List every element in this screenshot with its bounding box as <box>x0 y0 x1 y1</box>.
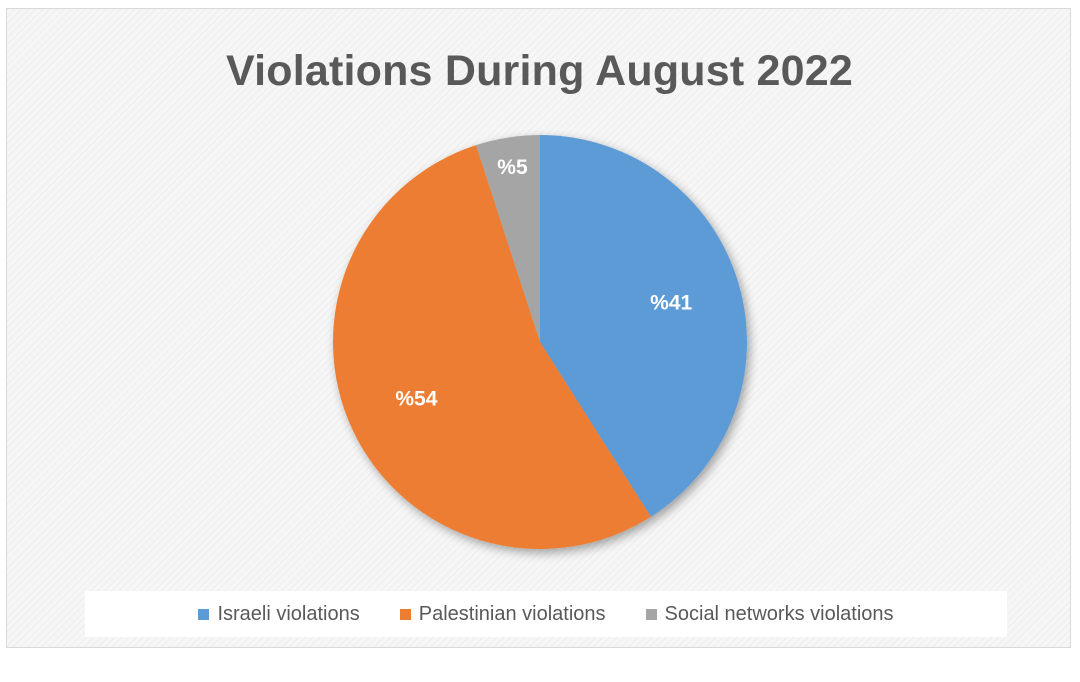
legend-swatch <box>399 608 411 620</box>
legend-label: Social networks violations <box>664 602 894 625</box>
legend-swatch <box>198 608 210 620</box>
chart-legend: Israeli violations Palestinian violation… <box>85 591 1007 637</box>
slice-israeli <box>540 135 747 517</box>
legend-item-social-networks: Social networks violations <box>645 602 894 626</box>
data-label-social-networks: %5 <box>497 156 528 179</box>
chart-area: Violations During August 2022 %41 %54 %5 I… <box>6 8 1071 648</box>
legend-swatch <box>645 608 657 620</box>
legend-item-israeli: Israeli violations <box>198 602 360 626</box>
chart-title: Violations During August 2022 <box>225 47 853 95</box>
data-label-palestinian: %54 <box>395 388 437 411</box>
data-label-israeli: %41 <box>650 291 692 314</box>
legend-label: Israeli violations <box>217 602 360 625</box>
slice-palestinian <box>332 145 651 550</box>
legend-item-palestinian: Palestinian violations <box>399 602 606 626</box>
slice-social-networks <box>476 135 540 342</box>
legend-label: Palestinian violations <box>418 602 606 625</box>
pie-chart: %41 %54 %5 <box>332 135 747 550</box>
